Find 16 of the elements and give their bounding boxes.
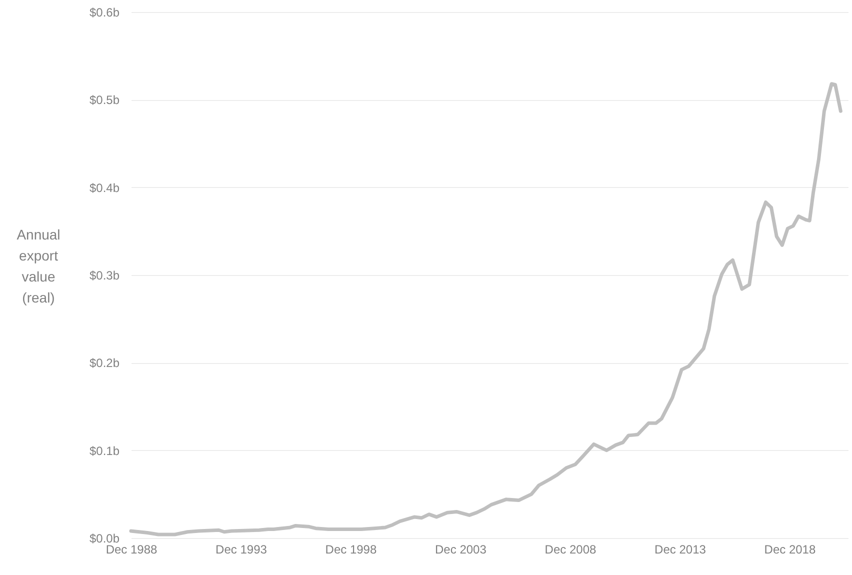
y-tick-label: $0.3b [89,268,120,282]
x-tick-label: Dec 1993 [216,542,268,556]
x-tick-label: Dec 2008 [544,542,597,556]
x-tick-label: Dec 1988 [106,542,158,556]
x-tick-label: Dec 2003 [435,542,487,556]
y-tick-label: $0.5b [89,93,120,108]
x-tick-label: Dec 1998 [325,542,377,556]
y-tick-label: $0.1b [89,444,120,458]
y-tick-label: $0.2b [89,356,120,370]
line-series [129,82,842,536]
x-tick-label: Dec 2013 [654,542,706,556]
y-tick-label: $0.0b [89,532,120,546]
y-tick-label: $0.4b [89,180,120,195]
x-tick-label: Dec 2018 [764,542,816,556]
y-axis-title: Annual export value (real) [16,226,60,306]
y-tick-label: $0.6b [89,6,120,20]
